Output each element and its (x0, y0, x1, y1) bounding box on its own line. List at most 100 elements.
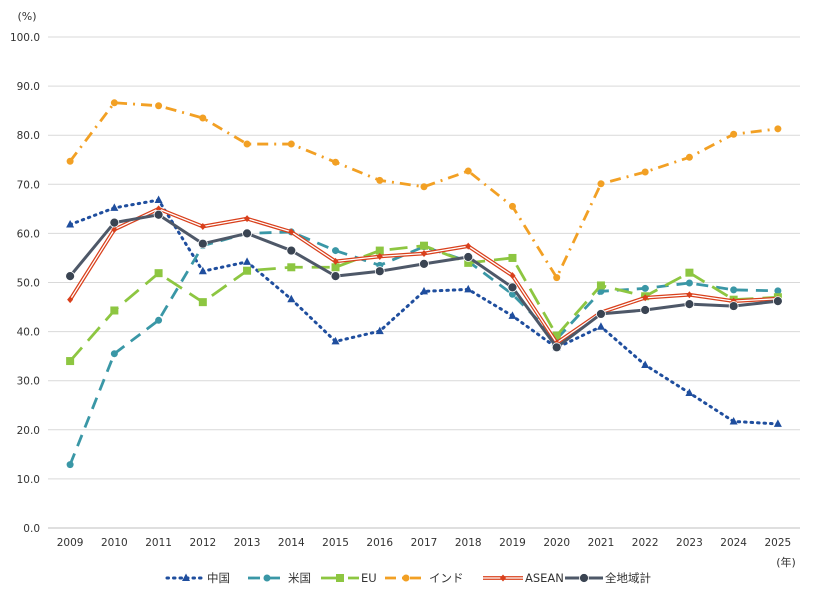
data-point (421, 250, 427, 258)
data-point (685, 388, 694, 396)
y-tick-label: 20.0 (17, 425, 40, 437)
legend-item: インド (385, 571, 464, 585)
data-point (642, 294, 649, 302)
data-point (66, 357, 75, 366)
legend-label: ASEAN (525, 571, 564, 585)
series-line (68, 230, 778, 466)
legend-label: 全地域計 (605, 571, 651, 585)
data-point (420, 183, 428, 191)
data-point (596, 309, 606, 319)
data-point (110, 350, 118, 358)
y-tick-label: 30.0 (17, 376, 40, 388)
data-point (684, 299, 695, 310)
legend-item: EU (321, 571, 377, 585)
data-point (508, 311, 517, 319)
y-tick-label: 0.0 (23, 523, 40, 535)
y-tick-label: 60.0 (17, 228, 40, 240)
data-point (508, 202, 516, 210)
data-point (199, 223, 206, 231)
legend-swatch-marker (182, 573, 190, 581)
data-point (597, 287, 605, 295)
series-0 (66, 195, 782, 427)
data-point (420, 286, 428, 295)
y-tick-label: 10.0 (17, 474, 40, 486)
data-point (154, 269, 163, 278)
x-tick-label: 2009 (57, 537, 84, 549)
data-point (287, 140, 295, 148)
data-point (331, 263, 340, 272)
legend-swatch-marker (402, 574, 410, 582)
x-tick-label: 2012 (189, 537, 216, 549)
data-point (686, 291, 693, 299)
legend-item: 中国 (165, 571, 230, 585)
data-point (419, 258, 429, 269)
data-point (243, 266, 252, 275)
data-point (244, 215, 251, 223)
data-point (641, 360, 650, 368)
data-point (110, 306, 119, 315)
legend-swatch-marker (500, 574, 506, 582)
data-point (420, 241, 428, 250)
data-point (109, 217, 120, 228)
data-point (596, 322, 605, 330)
series-5 (65, 209, 783, 353)
data-point (154, 195, 163, 204)
data-point (508, 290, 516, 298)
data-point (465, 242, 472, 250)
data-point (198, 298, 207, 307)
x-tick-label: 2021 (588, 537, 615, 549)
data-point (111, 225, 118, 233)
data-point (376, 252, 383, 260)
legend-label: 中国 (207, 571, 230, 585)
data-point (374, 266, 385, 277)
legend-swatch-marker (263, 574, 271, 582)
data-point (153, 209, 164, 220)
data-point (110, 99, 118, 107)
x-tick-label: 2018 (455, 537, 482, 549)
data-point (596, 281, 605, 290)
data-point (640, 305, 651, 315)
data-point (685, 268, 694, 277)
series-line (68, 198, 780, 426)
legend-label: EU (361, 571, 377, 585)
legend-label: 米国 (288, 571, 311, 585)
data-point (376, 176, 384, 184)
data-point (66, 220, 75, 228)
data-point (774, 125, 782, 133)
data-point (463, 252, 474, 262)
data-point (641, 284, 649, 292)
data-point (728, 301, 739, 311)
axes: (%) (年) (17, 10, 795, 569)
y-tick-label: 90.0 (17, 81, 40, 93)
data-point (65, 271, 76, 282)
data-point (685, 279, 693, 287)
data-point (242, 228, 252, 239)
data-point (553, 274, 561, 282)
data-point (66, 461, 74, 469)
data-point (287, 294, 296, 303)
legend-item: 全地域計 (565, 571, 651, 585)
data-point (641, 168, 649, 176)
data-point (464, 258, 473, 267)
data-point (772, 296, 783, 307)
data-point (332, 158, 340, 166)
x-tick-label: 2019 (499, 537, 526, 549)
data-point (243, 257, 252, 265)
x-tick-label: 2017 (411, 537, 438, 549)
y-tick-label: 80.0 (17, 130, 40, 142)
x-tick-label: 2014 (278, 537, 305, 549)
data-point (597, 180, 605, 188)
x-tick-label: 2020 (543, 537, 570, 549)
data-point (155, 316, 163, 324)
gridlines: 0.0 10.0 20.0 30.0 40.0 50.0 60.0 70.0 80.0 90.0 1… (10, 32, 800, 549)
x-tick-label: 2024 (720, 537, 747, 549)
data-point (464, 167, 472, 175)
data-point (330, 271, 341, 282)
x-axis-unit-label: (年) (776, 555, 796, 569)
data-point (730, 130, 738, 138)
data-point (67, 296, 74, 304)
data-point (332, 247, 340, 255)
y-axis-unit-label: (%) (17, 10, 36, 23)
data-point (685, 153, 693, 161)
